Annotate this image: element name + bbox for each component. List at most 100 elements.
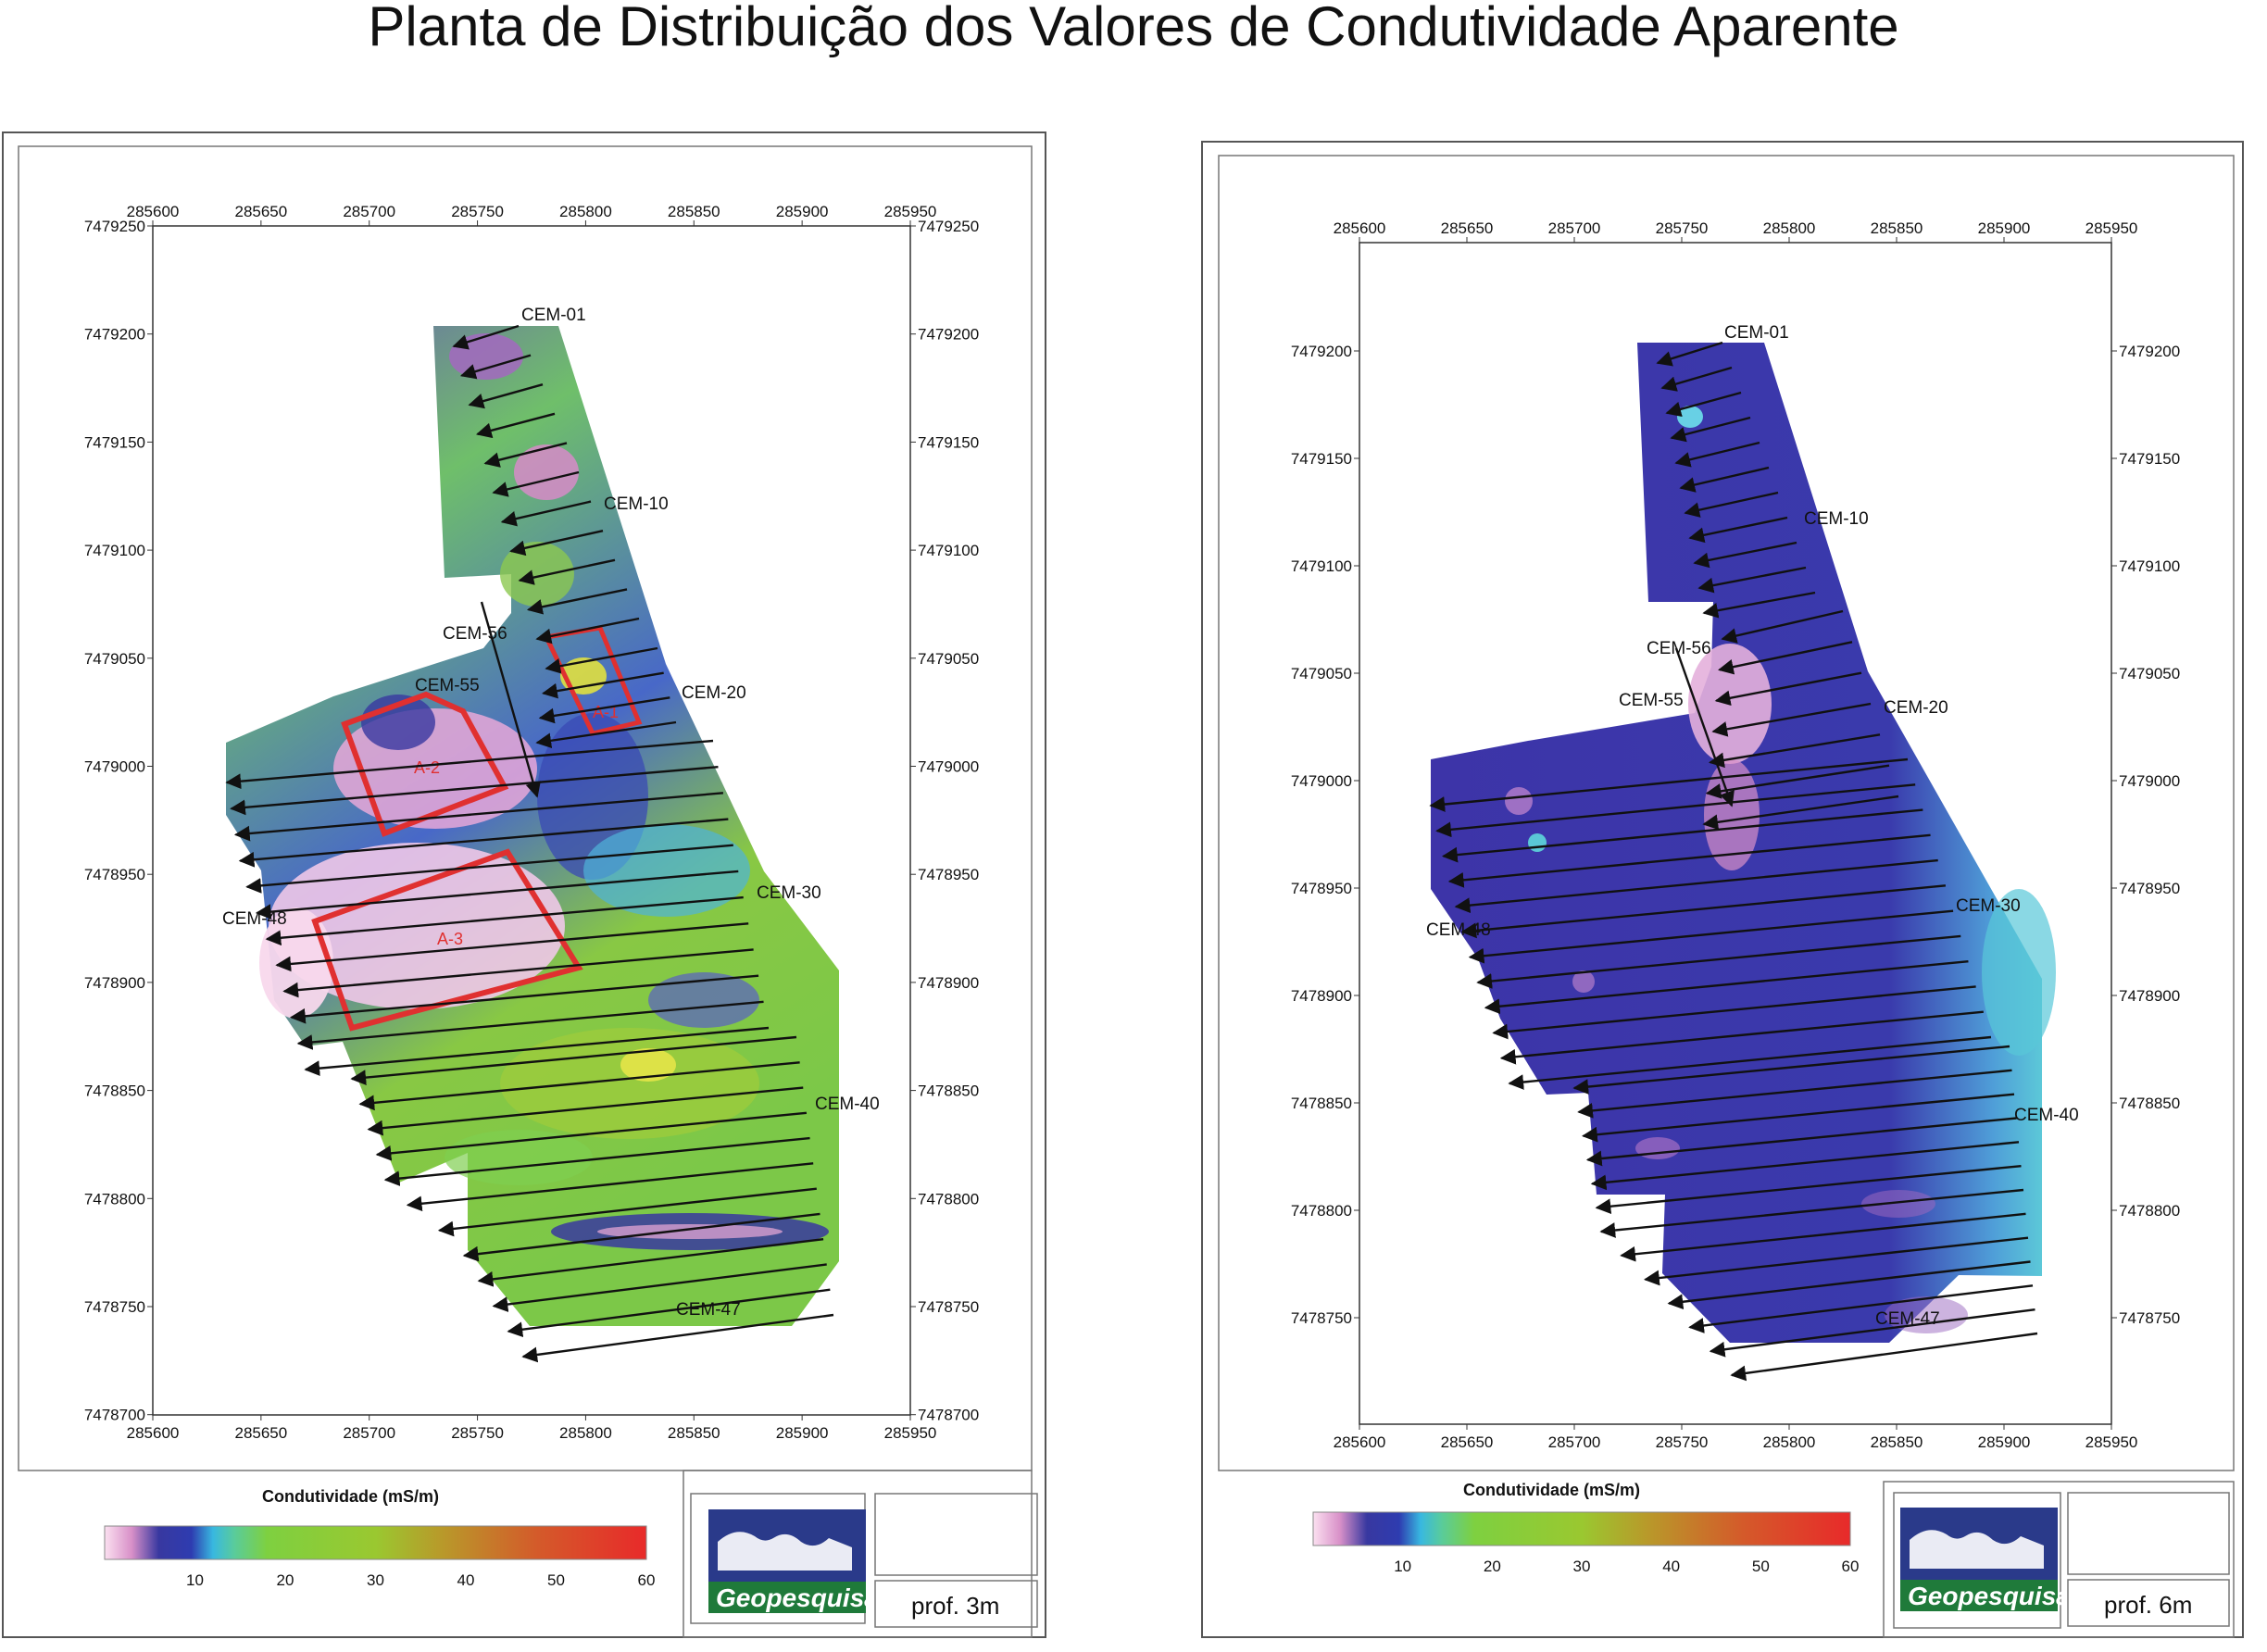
label-cem-20: CEM-20	[682, 683, 746, 703]
survey-line-arrow	[1435, 783, 1916, 838]
area-A2-label: A-2	[414, 758, 440, 777]
x-tick-label-top: 285650	[234, 203, 287, 220]
survey-line-arrow	[1620, 1212, 2026, 1262]
survey-line-arrow	[1499, 1010, 1984, 1065]
label-cem-47: CEM-47	[1875, 1309, 1940, 1329]
y-tick-label-right: 7478750	[2119, 1309, 2180, 1327]
y-tick-label-right: 7478700	[918, 1407, 979, 1424]
y-tick-label-right: 7479000	[918, 758, 979, 776]
survey-line-arrow	[492, 1263, 827, 1312]
panel-inner-frame	[18, 145, 1033, 1471]
survey-line-arrow	[1667, 1260, 2031, 1310]
survey-line-arrow	[542, 671, 664, 699]
x-tick-label-top: 285950	[2085, 219, 2138, 237]
survey-lines-6m	[1429, 341, 2038, 1382]
y-tick-label-left: 7478850	[1291, 1095, 1352, 1112]
y-tick-label-right: 7479150	[2119, 450, 2180, 468]
y-tick-label-left: 7478750	[1291, 1309, 1352, 1327]
survey-line-arrow	[477, 1237, 824, 1287]
y-tick-label-left: 7478850	[84, 1083, 145, 1100]
y-tick-label-left: 7479050	[84, 650, 145, 668]
survey-line-arrow	[459, 354, 532, 380]
survey-line-arrow	[230, 765, 719, 816]
axis-ticks-3m: 285600 285600 285650 285650 285700 285700 2857…	[84, 203, 979, 1442]
y-tick-label-right: 7479200	[918, 326, 979, 344]
survey-line-arrow	[1454, 858, 1938, 914]
survey-line-arrow	[1709, 1308, 2035, 1358]
y-tick-label-right: 7479200	[2119, 343, 2180, 360]
legend-tick-label: 30	[367, 1571, 384, 1589]
x-tick-label-top: 285850	[668, 203, 720, 220]
label-cem-55: CEM-55	[1619, 691, 1684, 710]
survey-line-arrow	[545, 646, 658, 674]
survey-line-arrow	[1714, 671, 1862, 707]
survey-line-arrow	[1697, 566, 1807, 594]
x-tick-label-top: 285750	[451, 203, 504, 220]
survey-line-arrow	[289, 974, 759, 1024]
label-cem-56: CEM-56	[1647, 639, 1711, 658]
label-cem-48: CEM-48	[222, 909, 287, 929]
legend-ticks-6m: 10 20 30 40 50 60	[1394, 1558, 1859, 1575]
label-cem-30: CEM-30	[1956, 896, 2021, 916]
area-A2-outline	[341, 691, 509, 837]
survey-line-arrow	[1476, 934, 1961, 989]
survey-line-arrow	[535, 617, 640, 645]
survey-line-arrow	[255, 870, 739, 920]
title-block	[683, 1470, 1033, 1638]
color-scale-3m	[104, 1525, 647, 1560]
y-tick-label-right: 7478950	[2119, 880, 2180, 897]
survey-line-arrow	[1595, 1164, 2022, 1215]
survey-line-arrow	[1585, 1117, 2017, 1167]
y-tick-label-right: 7478750	[918, 1298, 979, 1316]
survey-line-arrow	[296, 1000, 764, 1050]
label-cem-55: CEM-55	[415, 676, 480, 695]
survey-line-arrow	[1660, 366, 1733, 392]
survey-line-arrow	[1582, 1093, 2015, 1143]
y-tick-label-right: 7478850	[918, 1083, 979, 1100]
survey-line-arrow	[1665, 391, 1742, 418]
legend-tick-label: 40	[457, 1571, 475, 1589]
survey-line-arrow	[521, 1313, 834, 1363]
y-tick-label-right: 7478850	[2119, 1095, 2180, 1112]
survey-line-arrow	[452, 324, 520, 350]
survey-line-arrow	[492, 470, 580, 497]
y-tick-label-left: 7479100	[84, 542, 145, 559]
survey-line-arrow	[1656, 341, 1723, 367]
survey-line-arrow	[375, 1111, 808, 1161]
label-cem-40: CEM-40	[2014, 1106, 2079, 1125]
survey-line-arrow	[245, 844, 733, 894]
y-tick-label-left: 7478950	[84, 866, 145, 883]
label-cem-01: CEM-01	[1724, 323, 1789, 343]
survey-line-arrow	[358, 1061, 800, 1111]
y-tick-label-left: 7478900	[84, 974, 145, 992]
survey-line-arrow	[1508, 1035, 1992, 1090]
survey-line-arrow	[1441, 808, 1923, 863]
survey-line-arrow	[275, 922, 749, 972]
survey-line-arrow	[475, 412, 556, 439]
panel-inner-frame	[1218, 155, 2235, 1471]
y-tick-label-left: 7479250	[84, 218, 145, 235]
survey-line-arrow	[1460, 884, 1947, 939]
panel-6m: 285600 285600 285650 285650 285700 285700 2857…	[1201, 141, 2244, 1638]
survey-line-arrow	[462, 1212, 820, 1262]
x-tick-label-top: 285900	[776, 203, 829, 220]
x-tick-label-top: 285750	[1656, 219, 1709, 237]
x-tick-label-bottom: 285950	[884, 1424, 937, 1442]
survey-line-arrow	[1693, 541, 1797, 569]
survey-line-arrow	[526, 588, 628, 615]
survey-line-arrow	[1590, 1141, 2020, 1191]
survey-line-arrow	[507, 1288, 831, 1338]
survey-line-arrow	[304, 1026, 770, 1077]
y-tick-label-left: 7479150	[1291, 450, 1352, 468]
survey-line-arrow	[1688, 516, 1788, 544]
legend-tick-label: 40	[1662, 1558, 1680, 1575]
survey-line-arrow	[500, 500, 592, 527]
y-tick-label-right: 7478800	[918, 1190, 979, 1208]
label-cem-48: CEM-48	[1426, 920, 1491, 940]
survey-line-arrow	[1684, 491, 1779, 518]
legend-title-3m: Condutividade (mS/m)	[262, 1487, 439, 1506]
label-cem-10: CEM-10	[604, 494, 669, 514]
legend-ticks-3m: 10 20 30 40 50 60	[186, 1571, 655, 1589]
survey-line-arrow	[406, 1162, 814, 1212]
survey-line-arrow	[538, 696, 670, 724]
